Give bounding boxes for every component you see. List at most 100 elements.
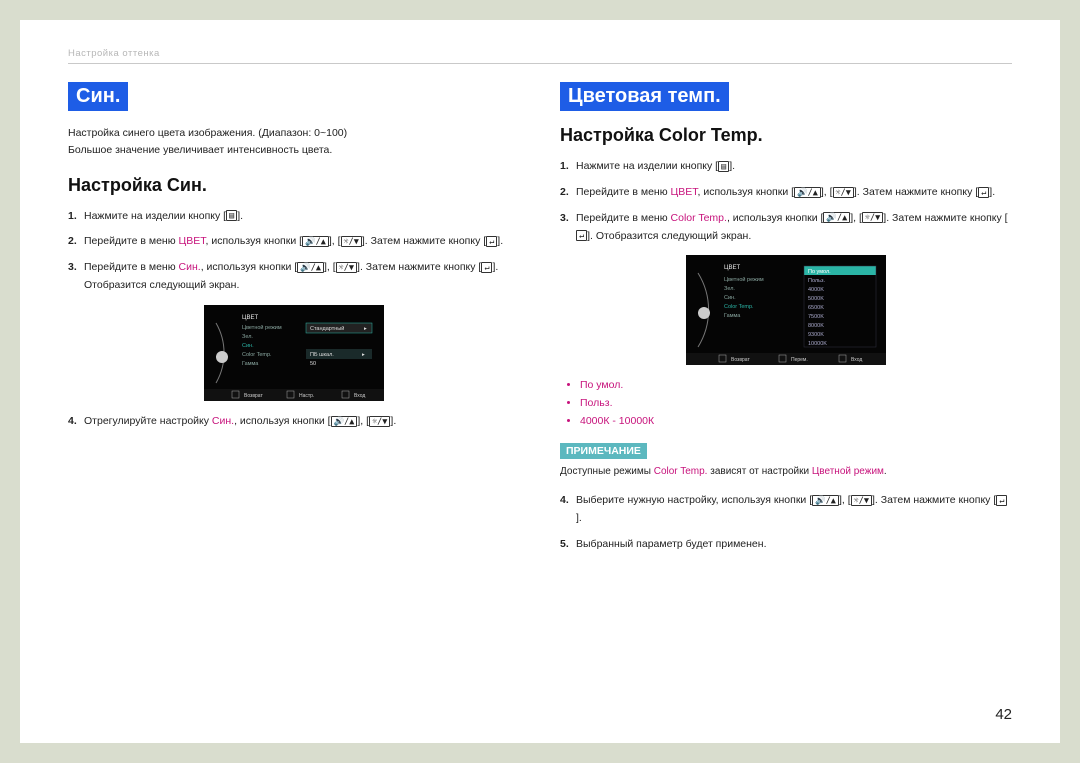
subheading: Настройка Color Temp.: [560, 125, 1012, 146]
intro-line: Большое значение увеличивает интенсивнос…: [68, 142, 520, 159]
left-column: Син. Настройка синего цвета изображения.…: [68, 82, 520, 561]
osd-screenshot-wrap: ЦВЕТЦветной режимЗел.Син.Color Temp.Гамм…: [68, 305, 520, 401]
bright-down-icon: ☼/▼: [369, 416, 390, 427]
text: Отрегулируйте настройку: [84, 415, 212, 427]
step-number: 1.: [560, 158, 576, 176]
highlight-sin: Син.: [179, 261, 201, 273]
svg-text:Color Temp.: Color Temp.: [724, 304, 754, 310]
svg-text:Вход: Вход: [851, 357, 862, 363]
enter-icon: ↵: [978, 187, 989, 198]
highlight-color-mode: Цветной режим: [812, 466, 884, 477]
svg-text:Син.: Син.: [724, 295, 736, 301]
bullet-item: 4000К - 10000К: [580, 413, 1012, 431]
svg-text:8000K: 8000K: [808, 323, 824, 329]
page: Настройка оттенка Син. Настройка синего …: [20, 20, 1060, 743]
vol-up-icon: 🔊/▲: [302, 236, 329, 247]
svg-text:Перем.: Перем.: [791, 357, 808, 363]
enter-icon: ↵: [576, 230, 587, 241]
text: ].: [237, 210, 243, 222]
osd-screenshot: ЦВЕТЦветной режимЗел.Син.Color Temp.Гамм…: [204, 305, 384, 401]
svg-text:Цветной режим: Цветной режим: [242, 324, 282, 331]
step-2: 2. Перейдите в меню ЦВЕТ, используя кноп…: [560, 184, 1012, 202]
step-number: 3.: [68, 259, 84, 295]
step-body: Перейдите в меню ЦВЕТ, используя кнопки …: [84, 233, 520, 251]
highlight-cvet: ЦВЕТ: [179, 235, 206, 247]
note-badge: ПРИМЕЧАНИЕ: [560, 443, 647, 459]
bullet-item: По умол.: [580, 377, 1012, 395]
svg-text:Зел.: Зел.: [724, 286, 735, 292]
svg-text:Возврат: Возврат: [731, 357, 750, 363]
text: , используя кнопки [: [698, 186, 794, 198]
svg-text:Син.: Син.: [242, 343, 254, 349]
step-5: 5. Выбранный параметр будет применен.: [560, 536, 1012, 554]
osd-screenshot: ЦВЕТ Цветной режим Зел. Син. Color Temp. Гамм…: [686, 255, 886, 365]
step-2: 2. Перейдите в меню ЦВЕТ, используя кноп…: [68, 233, 520, 251]
step-4: 4. Выберите нужную настройку, используя …: [560, 492, 1012, 528]
text: , используя кнопки [: [201, 261, 297, 273]
enter-icon: ↵: [481, 262, 492, 273]
text: ], [: [821, 186, 833, 198]
svg-text:По умол.: По умол.: [808, 269, 831, 275]
text: ], [: [357, 415, 369, 427]
svg-text:6500K: 6500K: [808, 305, 824, 311]
highlight-cvet: ЦВЕТ: [671, 186, 698, 198]
svg-text:ЦВЕТ: ЦВЕТ: [724, 265, 740, 271]
svg-text:Зел.: Зел.: [242, 334, 253, 340]
svg-text:Вход: Вход: [354, 393, 365, 399]
text: ], [: [324, 261, 336, 273]
bright-down-icon: ☼/▼: [833, 187, 854, 198]
step-body: Перейдите в меню Color Temp., используя …: [576, 210, 1012, 246]
text: ]. Затем нажмите кнопку [: [854, 186, 978, 198]
svg-text:10000K: 10000K: [808, 341, 827, 347]
note-text: Доступные режимы Color Temp. зависят от …: [560, 464, 1012, 480]
bright-down-icon: ☼/▼: [336, 262, 357, 273]
section-title-color-temp: Цветовая темп.: [560, 82, 729, 111]
svg-text:9300K: 9300K: [808, 332, 824, 338]
menu-icon: ▤: [718, 161, 729, 172]
highlight-color-temp: Color Temp.: [671, 212, 727, 224]
text: ]. Затем нажмите кнопку [: [872, 494, 996, 506]
bright-down-icon: ☼/▼: [862, 212, 883, 223]
two-column-layout: Син. Настройка синего цвета изображения.…: [68, 82, 1012, 561]
svg-text:▸: ▸: [364, 326, 367, 332]
bullet-list: По умол. Польз. 4000К - 10000К: [574, 377, 1012, 431]
svg-text:ПБ шкал.: ПБ шкал.: [310, 352, 334, 358]
step-3: 3. Перейдите в меню Син., используя кноп…: [68, 259, 520, 295]
step-body: Нажмите на изделии кнопку [▤].: [84, 208, 520, 226]
vol-up-icon: 🔊/▲: [794, 187, 821, 198]
menu-icon: ▤: [226, 210, 237, 221]
svg-text:Возврат: Возврат: [244, 393, 263, 399]
text: ]. Затем нажмите кнопку [: [883, 212, 1007, 224]
bright-down-icon: ☼/▼: [341, 236, 362, 247]
highlight-color-temp: Color Temp.: [654, 466, 708, 477]
breadcrumb: Настройка оттенка: [68, 48, 1012, 59]
bright-down-icon: ☼/▼: [851, 495, 872, 506]
enter-icon: ↵: [996, 495, 1007, 506]
text: , используя кнопки [: [727, 212, 823, 224]
vol-up-icon: 🔊/▲: [331, 416, 358, 427]
intro-text: Настройка синего цвета изображения. (Диа…: [68, 125, 520, 159]
text: зависят от настройки: [707, 466, 811, 477]
osd-screenshot-wrap: ЦВЕТ Цветной режим Зел. Син. Color Temp. Гамм…: [560, 255, 1012, 365]
text: Перейдите в меню: [84, 261, 179, 273]
vol-up-icon: 🔊/▲: [812, 495, 839, 506]
step-body: Перейдите в меню ЦВЕТ, используя кнопки …: [576, 184, 1012, 202]
svg-text:ЦВЕТ: ЦВЕТ: [242, 315, 258, 321]
step-number: 2.: [560, 184, 576, 202]
section-title-blue: Син.: [68, 82, 128, 111]
text: Перейдите в меню: [576, 212, 671, 224]
svg-text:Гамма: Гамма: [242, 361, 259, 367]
text: ].: [989, 186, 995, 198]
text: ].: [497, 235, 503, 247]
svg-text:Стандартный: Стандартный: [310, 325, 344, 332]
text: ].: [576, 512, 582, 524]
text: ], [: [839, 494, 851, 506]
header-rule: [68, 63, 1012, 64]
text: Перейдите в меню: [84, 235, 179, 247]
svg-text:Гамма: Гамма: [724, 313, 741, 319]
svg-text:50: 50: [310, 361, 316, 367]
svg-text:Цветной режим: Цветной режим: [724, 276, 764, 283]
svg-text:▸: ▸: [362, 352, 365, 358]
text: ].: [729, 160, 735, 172]
text: ], [: [329, 235, 341, 247]
